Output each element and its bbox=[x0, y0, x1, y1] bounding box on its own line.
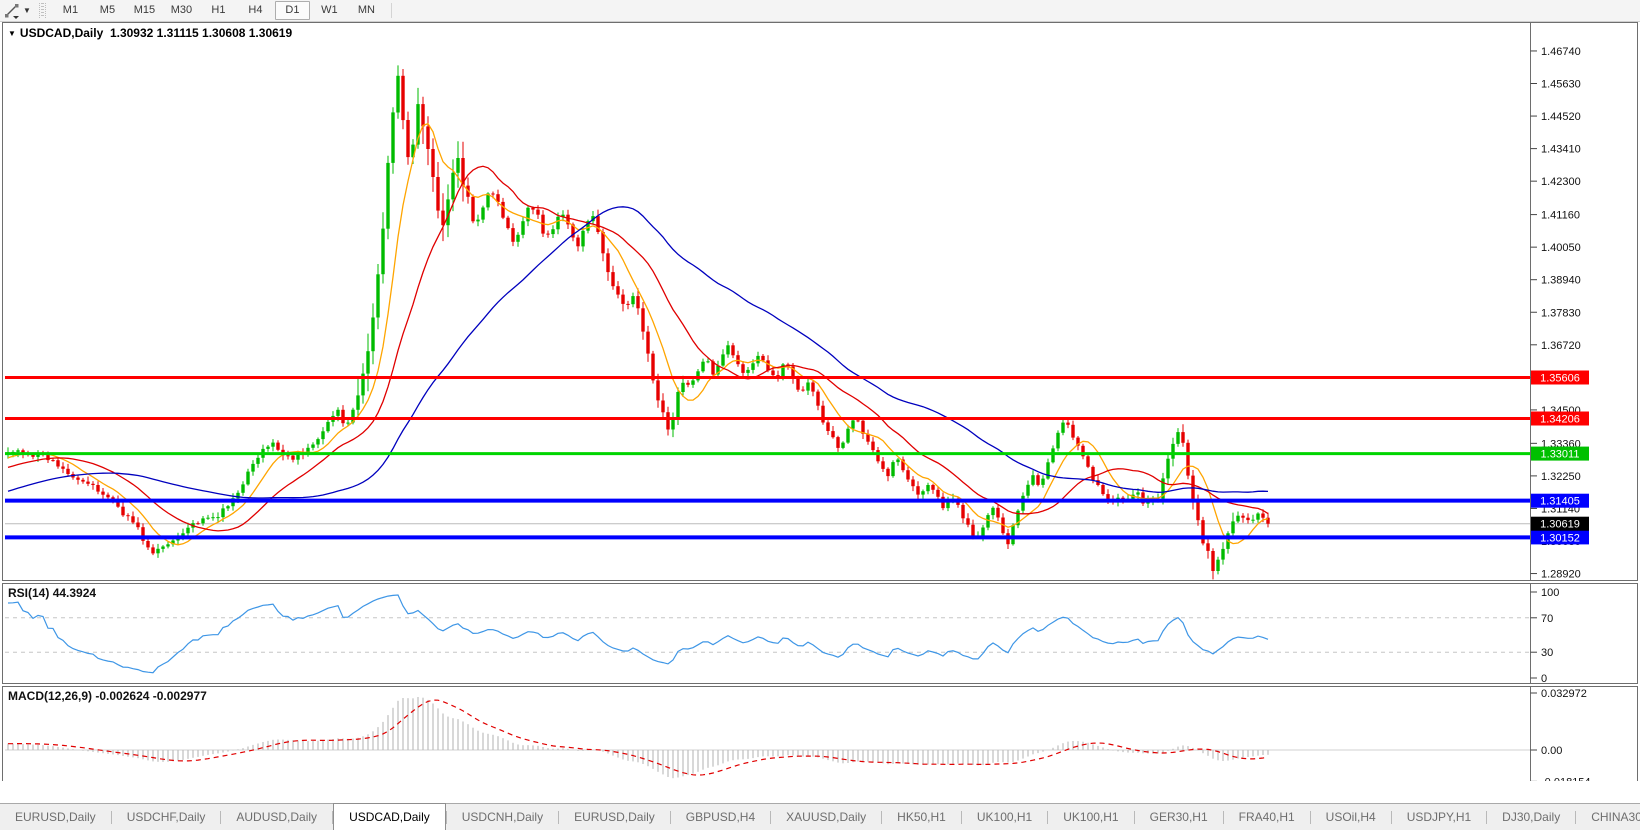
svg-text:1.30619: 1.30619 bbox=[1540, 519, 1580, 531]
tab-separator bbox=[881, 810, 883, 824]
svg-text:1.35606: 1.35606 bbox=[1540, 373, 1580, 385]
ma-line-20 bbox=[7, 165, 1269, 532]
tab-FRA40-H1[interactable]: FRA40,H1 bbox=[1238, 810, 1295, 824]
level-badge-1.33011: 1.33011 bbox=[1531, 446, 1589, 461]
tab-GBPUSD-H4[interactable]: GBPUSD,H4 bbox=[685, 810, 756, 824]
level-badge-1.34206: 1.34206 bbox=[1531, 411, 1589, 426]
tab-separator bbox=[332, 810, 334, 824]
ma-line-50 bbox=[7, 206, 1269, 499]
timeframe-button-W1[interactable]: W1 bbox=[321, 4, 338, 16]
panel-frame bbox=[2, 22, 1638, 581]
tab-USDCAD-Daily[interactable]: USDCAD,Daily bbox=[333, 803, 446, 830]
tab-separator bbox=[1222, 810, 1224, 824]
tab-separator bbox=[770, 810, 772, 824]
macd-tick-label: 0.00 bbox=[1541, 745, 1562, 757]
tab-separator bbox=[1133, 810, 1135, 824]
tab-UK100-H1[interactable]: UK100,H1 bbox=[976, 810, 1033, 824]
price-tick-label: 1.43410 bbox=[1541, 144, 1581, 156]
current-price-badge: 1.30619 bbox=[1531, 516, 1589, 531]
timeframe-button-M1[interactable]: M1 bbox=[62, 4, 79, 16]
toolbar-grip[interactable] bbox=[38, 3, 46, 18]
tab-EURUSD-Daily[interactable]: EURUSD,Daily bbox=[15, 810, 96, 824]
tab-separator bbox=[220, 810, 222, 824]
tab-separator bbox=[1390, 810, 1392, 824]
rsi-tick-label: 0 bbox=[1541, 673, 1547, 685]
level-badge-1.31405: 1.31405 bbox=[1531, 493, 1589, 508]
svg-text:1.33011: 1.33011 bbox=[1541, 449, 1580, 461]
tab-CHINA300-H1[interactable]: CHINA300,H1 bbox=[1591, 810, 1640, 824]
timeframe-button-M15[interactable]: M15 bbox=[133, 4, 156, 16]
chart-canvas[interactable]: 1.46740 1.45630 1.44520 1.43410 1.42300 1.411… bbox=[0, 0, 1640, 781]
tab-separator bbox=[960, 810, 962, 824]
timeframe-button-MN[interactable]: MN bbox=[357, 4, 375, 16]
price-tick-label: 1.32250 bbox=[1541, 471, 1581, 483]
tab-separator bbox=[445, 810, 447, 824]
level-badge-1.30152: 1.30152 bbox=[1531, 530, 1589, 545]
tab-separator bbox=[669, 810, 671, 824]
tab-EURUSD-Daily[interactable]: EURUSD,Daily bbox=[574, 810, 655, 824]
macd-tick-label: -0.018154 bbox=[1541, 776, 1591, 781]
price-tick-label: 1.36720 bbox=[1541, 340, 1581, 352]
timeframe-button-D1[interactable]: D1 bbox=[274, 1, 310, 20]
svg-text:1.30152: 1.30152 bbox=[1540, 532, 1580, 544]
tab-DJ30-Daily[interactable]: DJ30,Daily bbox=[1502, 810, 1561, 824]
price-tick-label: 1.46740 bbox=[1541, 46, 1581, 58]
price-tick-label: 1.42300 bbox=[1541, 176, 1581, 188]
price-tick-label: 1.41160 bbox=[1541, 210, 1580, 222]
tab-USDCNH-Daily[interactable]: USDCNH,Daily bbox=[461, 810, 544, 824]
tab-separator bbox=[1486, 810, 1488, 824]
tab-AUDUSD-Daily[interactable]: AUDUSD,Daily bbox=[236, 810, 318, 824]
price-tick-label: 1.38940 bbox=[1541, 275, 1581, 287]
rsi-tick-label: 70 bbox=[1541, 613, 1553, 625]
tab-UK100-H1[interactable]: UK100,H1 bbox=[1063, 810, 1119, 824]
panel-frame bbox=[2, 686, 1638, 781]
tab-separator bbox=[1309, 810, 1311, 824]
rsi-line bbox=[7, 594, 1269, 674]
tab-USDCHF-Daily[interactable]: USDCHF,Daily bbox=[126, 810, 206, 824]
tab-separator bbox=[1575, 810, 1577, 824]
tab-separator bbox=[110, 810, 112, 824]
macd-histogram bbox=[7, 697, 1269, 779]
timeframe-button-H1[interactable]: H1 bbox=[211, 4, 226, 16]
line-tools-icon[interactable] bbox=[3, 3, 21, 19]
tab-separator bbox=[1047, 810, 1049, 824]
svg-text:1.34206: 1.34206 bbox=[1540, 414, 1580, 426]
timeframe-toolbar: ▼ M1 M5 M15 M30 H1 H4 D1 W1 MN bbox=[0, 0, 1640, 22]
price-tick-label: 1.28920 bbox=[1541, 569, 1581, 581]
toolbar-separator bbox=[390, 3, 392, 18]
tab-separator bbox=[558, 810, 560, 824]
macd-signal-line bbox=[8, 699, 1269, 776]
tools-dropdown-icon[interactable]: ▼ bbox=[23, 6, 31, 15]
svg-text:1.31405: 1.31405 bbox=[1540, 496, 1580, 508]
macd-tick-label: 0.032972 bbox=[1541, 688, 1587, 700]
ma-line-8 bbox=[7, 122, 1269, 546]
tab-USDJPY-H1[interactable]: USDJPY,H1 bbox=[1406, 810, 1472, 824]
chart-tab-bar: EURUSD,Daily USDCHF,Daily AUDUSD,Daily USDC… bbox=[0, 803, 1640, 830]
tab-GER30-H1[interactable]: GER30,H1 bbox=[1149, 810, 1208, 824]
rsi-tick-label: 30 bbox=[1541, 647, 1553, 659]
panel-frame bbox=[2, 583, 1638, 684]
level-badge-1.35606: 1.35606 bbox=[1531, 370, 1589, 385]
moving-average-lines bbox=[7, 122, 1269, 546]
candles bbox=[6, 65, 1270, 580]
rsi-tick-label: 100 bbox=[1541, 587, 1559, 599]
tab-XAUUSD-Daily[interactable]: XAUUSD,Daily bbox=[786, 810, 867, 824]
price-tick-label: 1.40050 bbox=[1541, 242, 1581, 254]
tab-HK50-H1[interactable]: HK50,H1 bbox=[897, 810, 946, 824]
tab-USOil-H4[interactable]: USOil,H4 bbox=[1325, 810, 1376, 824]
timeframe-button-H4[interactable]: H4 bbox=[248, 4, 263, 16]
price-tick-label: 1.44520 bbox=[1541, 111, 1581, 123]
timeframe-button-M30[interactable]: M30 bbox=[170, 4, 193, 16]
price-tick-label: 1.45630 bbox=[1541, 79, 1581, 91]
price-tick-label: 1.37830 bbox=[1541, 307, 1581, 319]
timeframe-button-M5[interactable]: M5 bbox=[99, 4, 116, 16]
